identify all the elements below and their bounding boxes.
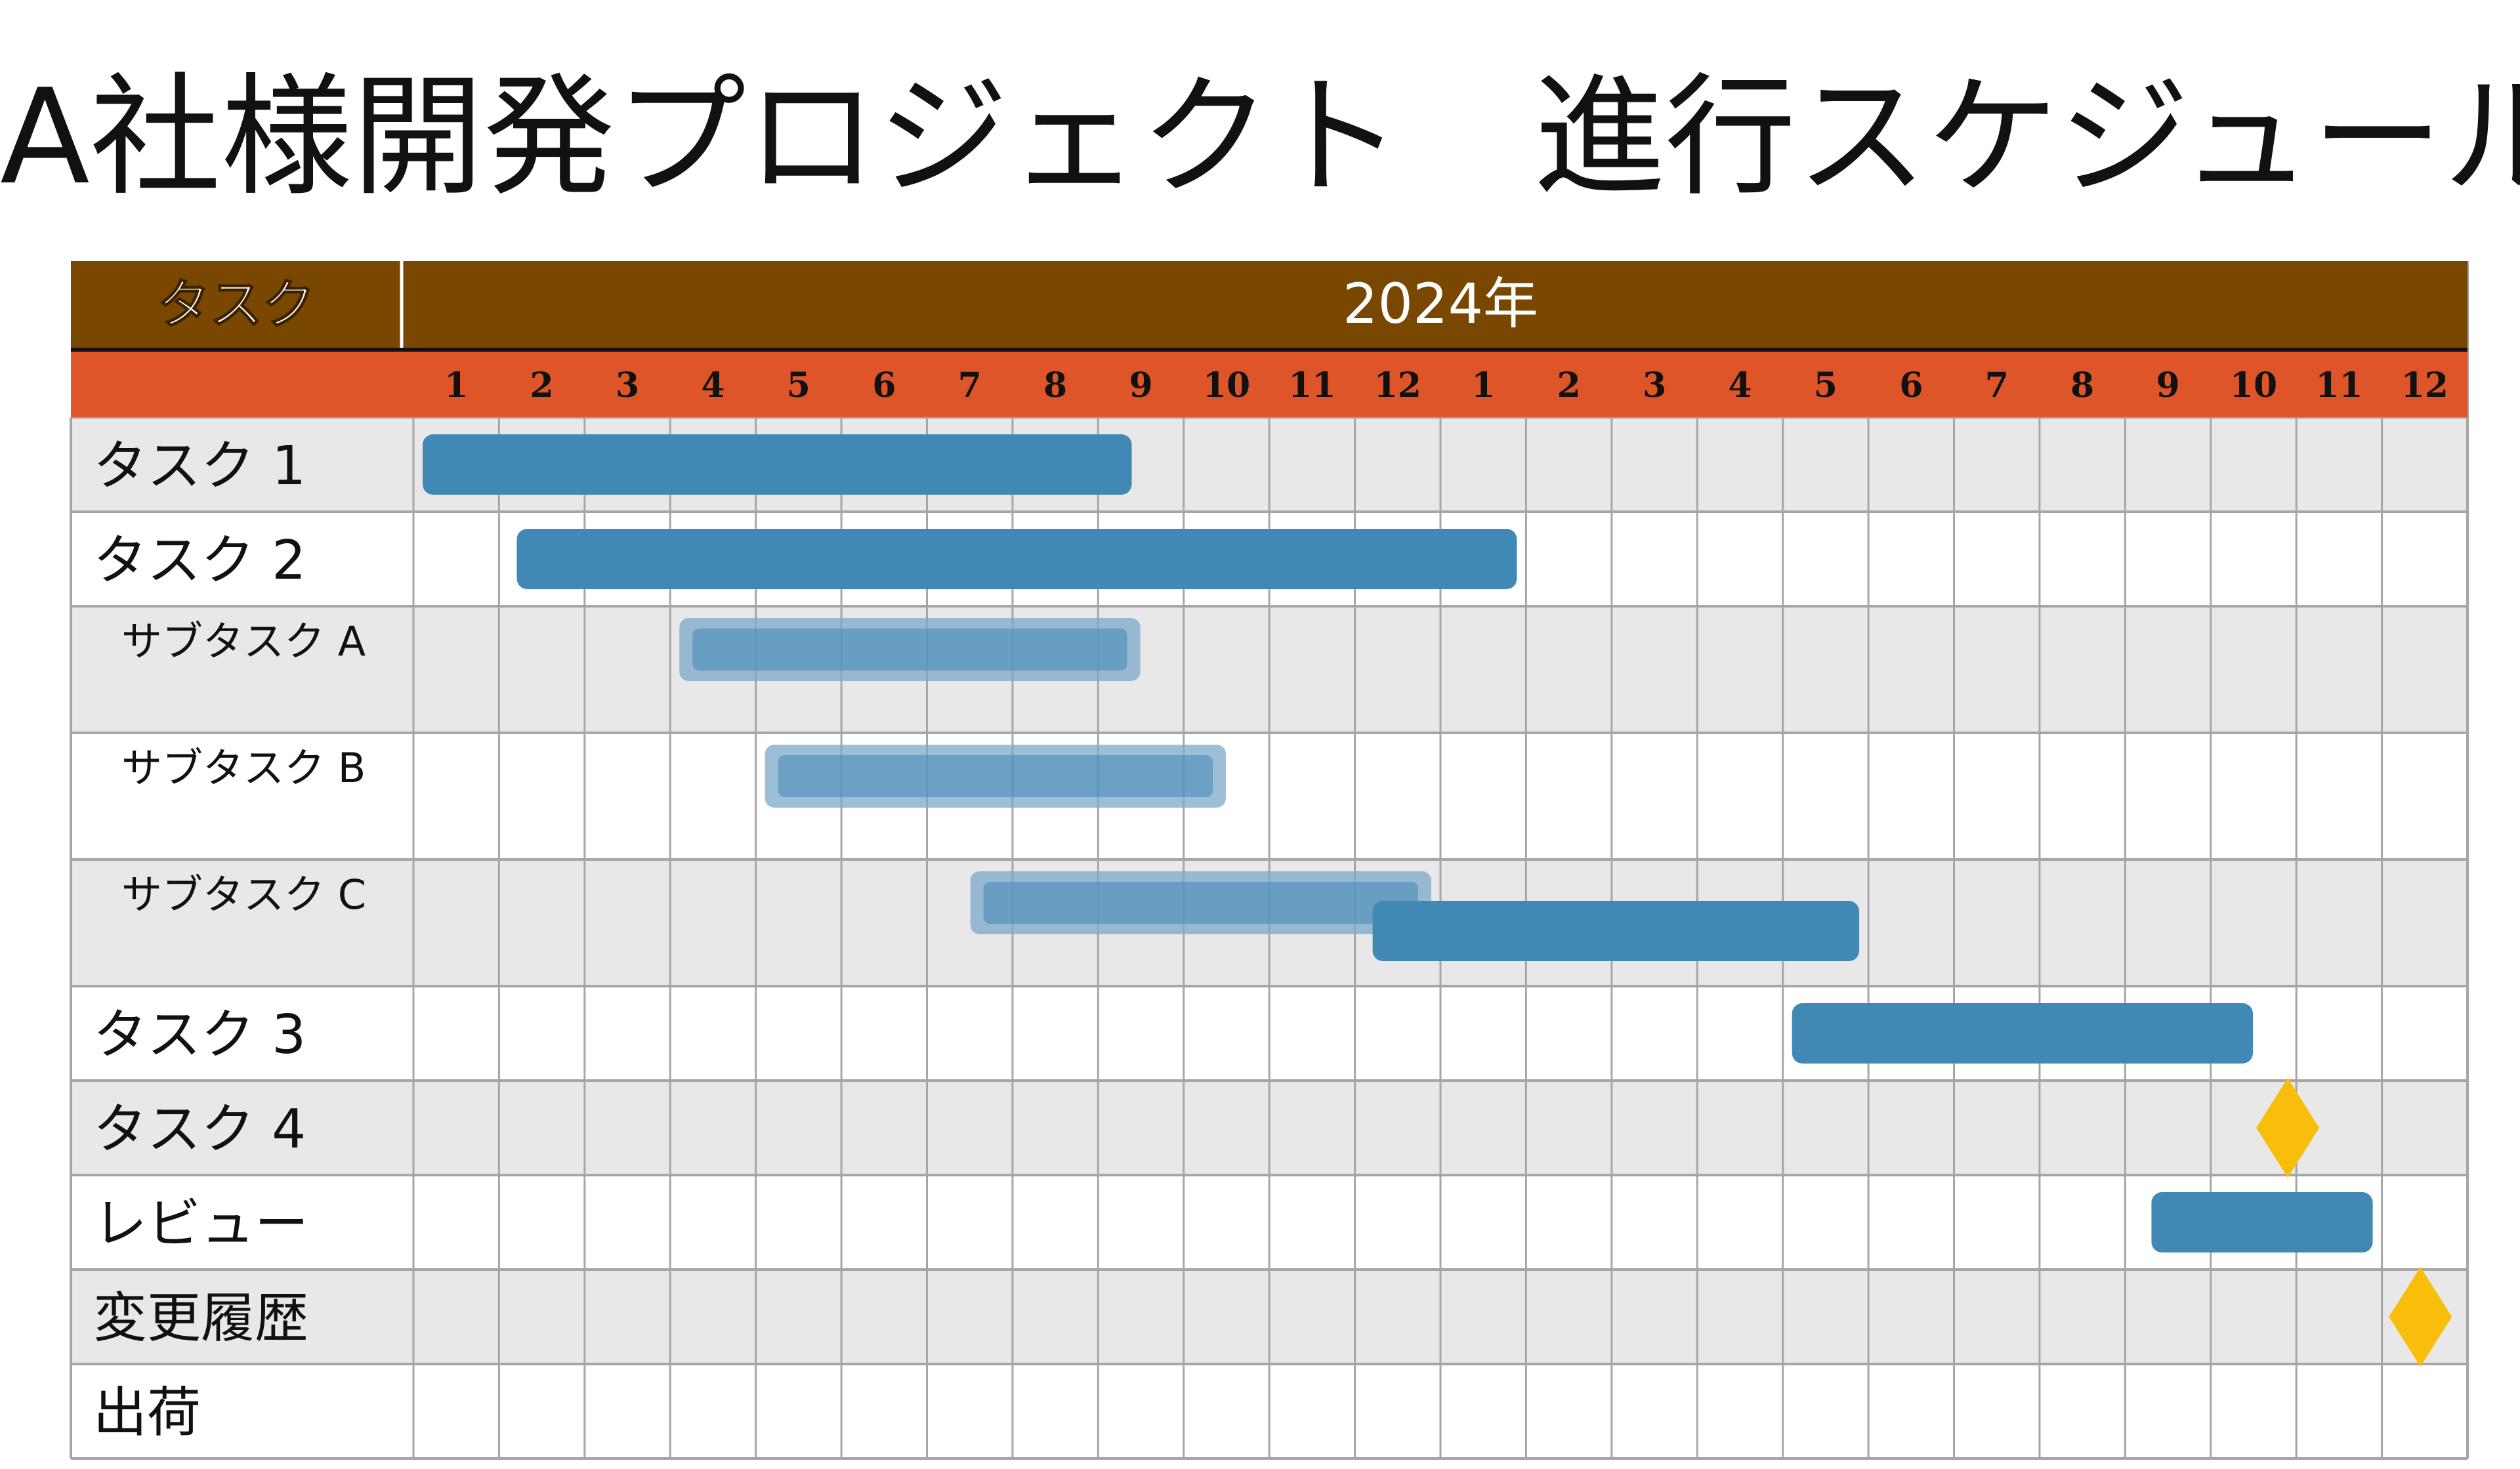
task-labels: タスク 1 タスク 2 サブタスク A サブタスク B サブタスク C タスク 3 タスク … xyxy=(93,435,366,1444)
month-label: 5 xyxy=(787,365,810,405)
task-bar xyxy=(2151,1192,2373,1252)
month-label: 8 xyxy=(2070,365,2094,405)
month-band xyxy=(71,352,2468,417)
month-label: 11 xyxy=(1288,365,1335,405)
month-label: 4 xyxy=(1728,365,1752,405)
task-label: 変更履歴 xyxy=(93,1287,308,1350)
month-label: 2 xyxy=(1557,365,1581,405)
task-bar xyxy=(1372,901,1860,961)
task-label: タスク 2 xyxy=(93,529,306,592)
task-column-header: タスク xyxy=(158,274,315,335)
subtask-bar-inner xyxy=(692,629,1127,671)
milestone-diamond xyxy=(2256,1078,2320,1178)
month-label: 5 xyxy=(1814,365,1838,405)
milestone-diamond xyxy=(2389,1267,2452,1367)
month-label: 6 xyxy=(1899,365,1923,405)
month-label: 9 xyxy=(2156,365,2179,405)
task-label: サブタスク A xyxy=(121,617,366,665)
task-label: サブタスク B xyxy=(121,744,366,792)
task-label: タスク 4 xyxy=(93,1098,306,1161)
task-label: レビュー xyxy=(93,1193,308,1255)
month-label: 1 xyxy=(1471,365,1495,405)
month-label: 12 xyxy=(1374,365,1421,405)
month-labels: 1 2 3 4 5 6 7 8 9 10 11 12 1 2 3 4 5 6 7 8 9 10 11 12 xyxy=(444,365,2448,405)
task-bar xyxy=(423,434,1132,495)
month-label: 10 xyxy=(2230,365,2277,405)
month-label: 7 xyxy=(958,365,982,405)
task-bar xyxy=(516,529,1517,589)
milestones xyxy=(2256,1078,2452,1367)
gantt-bars xyxy=(423,434,2373,1252)
month-label: 1 xyxy=(444,365,468,405)
month-label: 3 xyxy=(1643,365,1666,405)
task-label: 出荷 xyxy=(93,1382,201,1444)
year-header: 2024年 xyxy=(1343,272,1538,336)
month-label: 9 xyxy=(1129,365,1152,405)
month-label: 3 xyxy=(616,365,639,405)
page-title: A社様開発プロジェクト 進行スケジュール xyxy=(0,61,2520,214)
month-label: 7 xyxy=(1985,365,2009,405)
header-band xyxy=(71,261,2468,350)
subtask-bar-inner xyxy=(983,882,1418,924)
month-label: 2 xyxy=(530,365,554,405)
month-label: 12 xyxy=(2401,365,2448,405)
month-label: 11 xyxy=(2315,365,2362,405)
month-label: 10 xyxy=(1203,365,1250,405)
grid-lines xyxy=(70,261,2469,1460)
month-label: 4 xyxy=(701,365,724,405)
task-label: タスク 1 xyxy=(93,435,306,497)
chart-header: タスク 2024年 xyxy=(71,261,2468,417)
subtask-bar-inner xyxy=(778,755,1213,797)
month-label: 6 xyxy=(872,365,896,405)
task-label: タスク 3 xyxy=(93,1004,306,1066)
task-label: サブタスク C xyxy=(121,871,366,919)
month-label: 8 xyxy=(1043,365,1067,405)
task-bar xyxy=(1792,1003,2253,1064)
